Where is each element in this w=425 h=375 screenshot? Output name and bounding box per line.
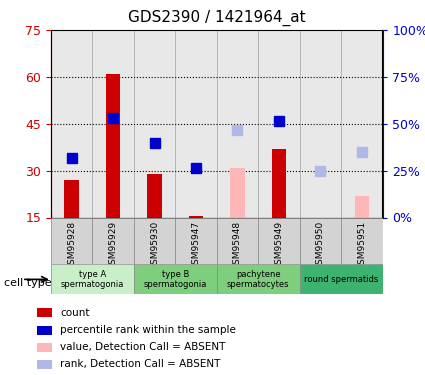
Bar [175,217,217,264]
Bar [106,74,120,217]
Title: GDS2390 / 1421964_at: GDS2390 / 1421964_at [128,10,306,26]
Bar [51,217,92,264]
Bar [217,264,300,294]
Bar [51,30,92,217]
Text: GSM95947: GSM95947 [192,221,201,270]
Bar [341,30,382,217]
Text: round spermatids: round spermatids [304,275,378,284]
Bar [65,180,79,218]
Text: value, Detection Call = ABSENT: value, Detection Call = ABSENT [60,342,225,352]
Bar [37,343,52,352]
Text: type A
spermatogonia: type A spermatogonia [61,270,124,289]
Bar [300,217,341,264]
Text: GSM95949: GSM95949 [275,221,283,270]
Bar [134,217,175,264]
Text: GSM95929: GSM95929 [109,221,118,270]
Bar [300,264,382,294]
Bar [258,217,300,264]
Bar [92,217,134,264]
Bar [37,308,52,317]
Bar [189,216,203,217]
Bar [134,30,175,217]
Text: cell type: cell type [4,278,52,288]
Text: type B
spermatogonia: type B spermatogonia [144,270,207,289]
Bar [230,168,245,217]
Bar [300,30,341,217]
Bar [175,30,217,217]
Bar [354,196,369,217]
Text: pachytene
spermatocytes: pachytene spermatocytes [227,270,289,289]
Text: GSM95950: GSM95950 [316,221,325,270]
Bar [341,217,382,264]
Text: count: count [60,308,90,318]
Text: GSM95928: GSM95928 [67,221,76,270]
Bar [51,264,134,294]
Bar [272,149,286,217]
Text: GSM95930: GSM95930 [150,221,159,270]
Bar [37,326,52,334]
Bar [217,30,258,217]
Bar [217,217,258,264]
Text: rank, Detection Call = ABSENT: rank, Detection Call = ABSENT [60,360,221,369]
Bar [134,264,217,294]
Text: GSM95951: GSM95951 [357,221,366,270]
Bar [37,360,52,369]
Bar [92,30,134,217]
Text: percentile rank within the sample: percentile rank within the sample [60,325,236,335]
Text: GSM95948: GSM95948 [233,221,242,270]
Bar [258,30,300,217]
Bar [147,174,162,217]
